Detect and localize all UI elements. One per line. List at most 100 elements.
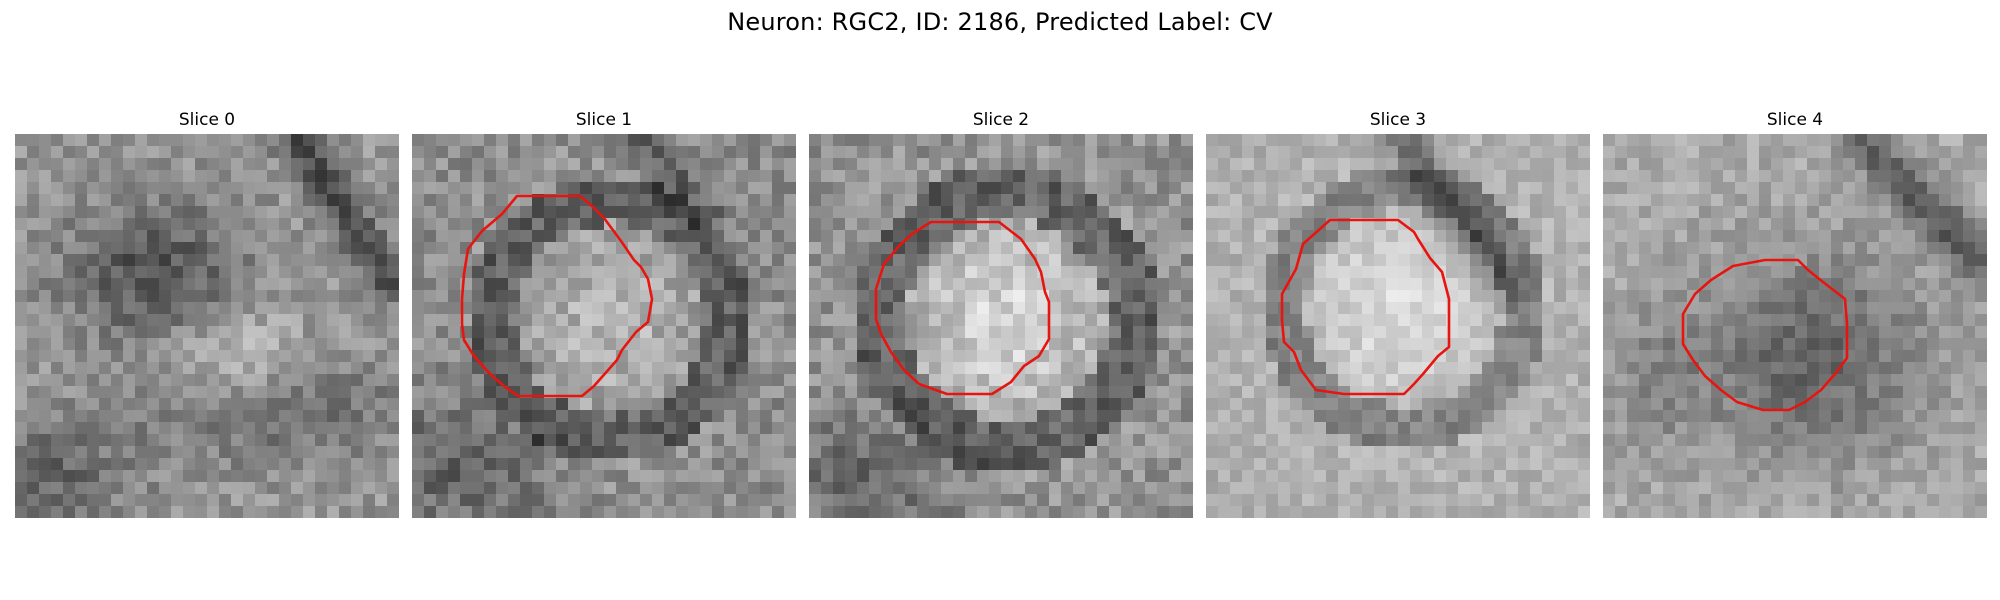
image-pixel	[905, 326, 918, 339]
image-pixel	[1494, 278, 1507, 291]
image-pixel	[1037, 434, 1050, 447]
image-pixel	[1326, 470, 1339, 483]
image-pixel	[1927, 446, 1940, 459]
image-pixel	[351, 254, 364, 267]
image-pixel	[1422, 278, 1435, 291]
image-pixel	[1434, 446, 1447, 459]
image-pixel	[724, 194, 737, 207]
image-pixel	[700, 242, 713, 255]
image-pixel	[1627, 386, 1640, 399]
image-pixel	[1867, 230, 1880, 243]
image-pixel	[460, 482, 473, 495]
image-pixel	[520, 410, 533, 423]
image-pixel	[1025, 434, 1038, 447]
image-pixel	[1711, 242, 1724, 255]
image-pixel	[604, 290, 617, 303]
image-pixel	[1181, 362, 1193, 375]
image-pixel	[1422, 134, 1435, 147]
image-pixel	[255, 386, 268, 399]
image-pixel	[1073, 410, 1086, 423]
image-pixel	[1242, 314, 1255, 327]
image-pixel	[592, 470, 605, 483]
image-pixel	[63, 218, 76, 231]
image-pixel	[905, 158, 918, 171]
image-pixel	[1218, 458, 1231, 471]
image-pixel	[869, 338, 882, 351]
image-pixel	[1326, 278, 1339, 291]
image-pixel	[772, 434, 785, 447]
image-pixel	[1627, 230, 1640, 243]
image-pixel	[159, 326, 172, 339]
image-pixel	[1278, 194, 1291, 207]
image-pixel	[736, 206, 749, 219]
image-pixel	[63, 434, 76, 447]
image-pixel	[1939, 374, 1952, 387]
image-pixel	[736, 494, 749, 507]
image-pixel	[905, 218, 918, 231]
image-pixel	[147, 470, 160, 483]
image-pixel	[1434, 494, 1447, 507]
image-pixel	[1711, 206, 1724, 219]
image-pixel	[1807, 386, 1820, 399]
image-pixel	[724, 146, 737, 159]
image-pixel	[1735, 338, 1748, 351]
image-pixel	[700, 146, 713, 159]
image-pixel	[508, 410, 521, 423]
image-pixel	[1771, 182, 1784, 195]
image-pixel	[1206, 422, 1219, 435]
image-pixel	[821, 434, 834, 447]
image-pixel	[1374, 254, 1387, 267]
image-pixel	[1639, 362, 1652, 375]
image-pixel	[1338, 182, 1351, 195]
image-pixel	[1169, 254, 1182, 267]
image-pixel	[1494, 386, 1507, 399]
image-pixel	[219, 302, 232, 315]
image-pixel	[496, 314, 509, 327]
image-pixel	[436, 194, 449, 207]
image-pixel	[1554, 182, 1567, 195]
image-pixel	[1073, 434, 1086, 447]
image-pixel	[1025, 398, 1038, 411]
image-pixel	[1735, 206, 1748, 219]
image-pixel	[520, 290, 533, 303]
image-pixel	[171, 326, 184, 339]
image-pixel	[1230, 158, 1243, 171]
image-pixel	[568, 230, 581, 243]
image-pixel	[1181, 206, 1193, 219]
image-pixel	[75, 290, 88, 303]
image-pixel	[592, 362, 605, 375]
image-pixel	[580, 218, 593, 231]
image-pixel	[1542, 254, 1555, 267]
image-pixel	[75, 194, 88, 207]
image-pixel	[664, 398, 677, 411]
image-pixel	[1206, 266, 1219, 279]
image-pixel	[1615, 146, 1628, 159]
image-pixel	[1627, 134, 1640, 147]
image-pixel	[881, 242, 894, 255]
image-pixel	[1735, 170, 1748, 183]
image-pixel	[291, 458, 304, 471]
image-pixel	[1627, 182, 1640, 195]
image-pixel	[448, 386, 461, 399]
image-pixel	[1470, 422, 1483, 435]
image-pixel	[1290, 194, 1303, 207]
image-pixel	[363, 254, 376, 267]
image-pixel	[27, 218, 40, 231]
image-pixel	[63, 194, 76, 207]
image-pixel	[1891, 146, 1904, 159]
image-pixel	[1578, 194, 1590, 207]
image-pixel	[1350, 458, 1363, 471]
image-pixel	[1927, 374, 1940, 387]
image-pixel	[1206, 410, 1219, 423]
image-pixel	[1085, 134, 1098, 147]
image-pixel	[99, 182, 112, 195]
image-pixel	[207, 218, 220, 231]
image-pixel	[917, 410, 930, 423]
image-pixel	[700, 134, 713, 147]
image-pixel	[556, 410, 569, 423]
image-pixel	[1350, 470, 1363, 483]
image-pixel	[219, 470, 232, 483]
image-pixel	[748, 338, 761, 351]
image-pixel	[676, 422, 689, 435]
image-pixel	[111, 326, 124, 339]
